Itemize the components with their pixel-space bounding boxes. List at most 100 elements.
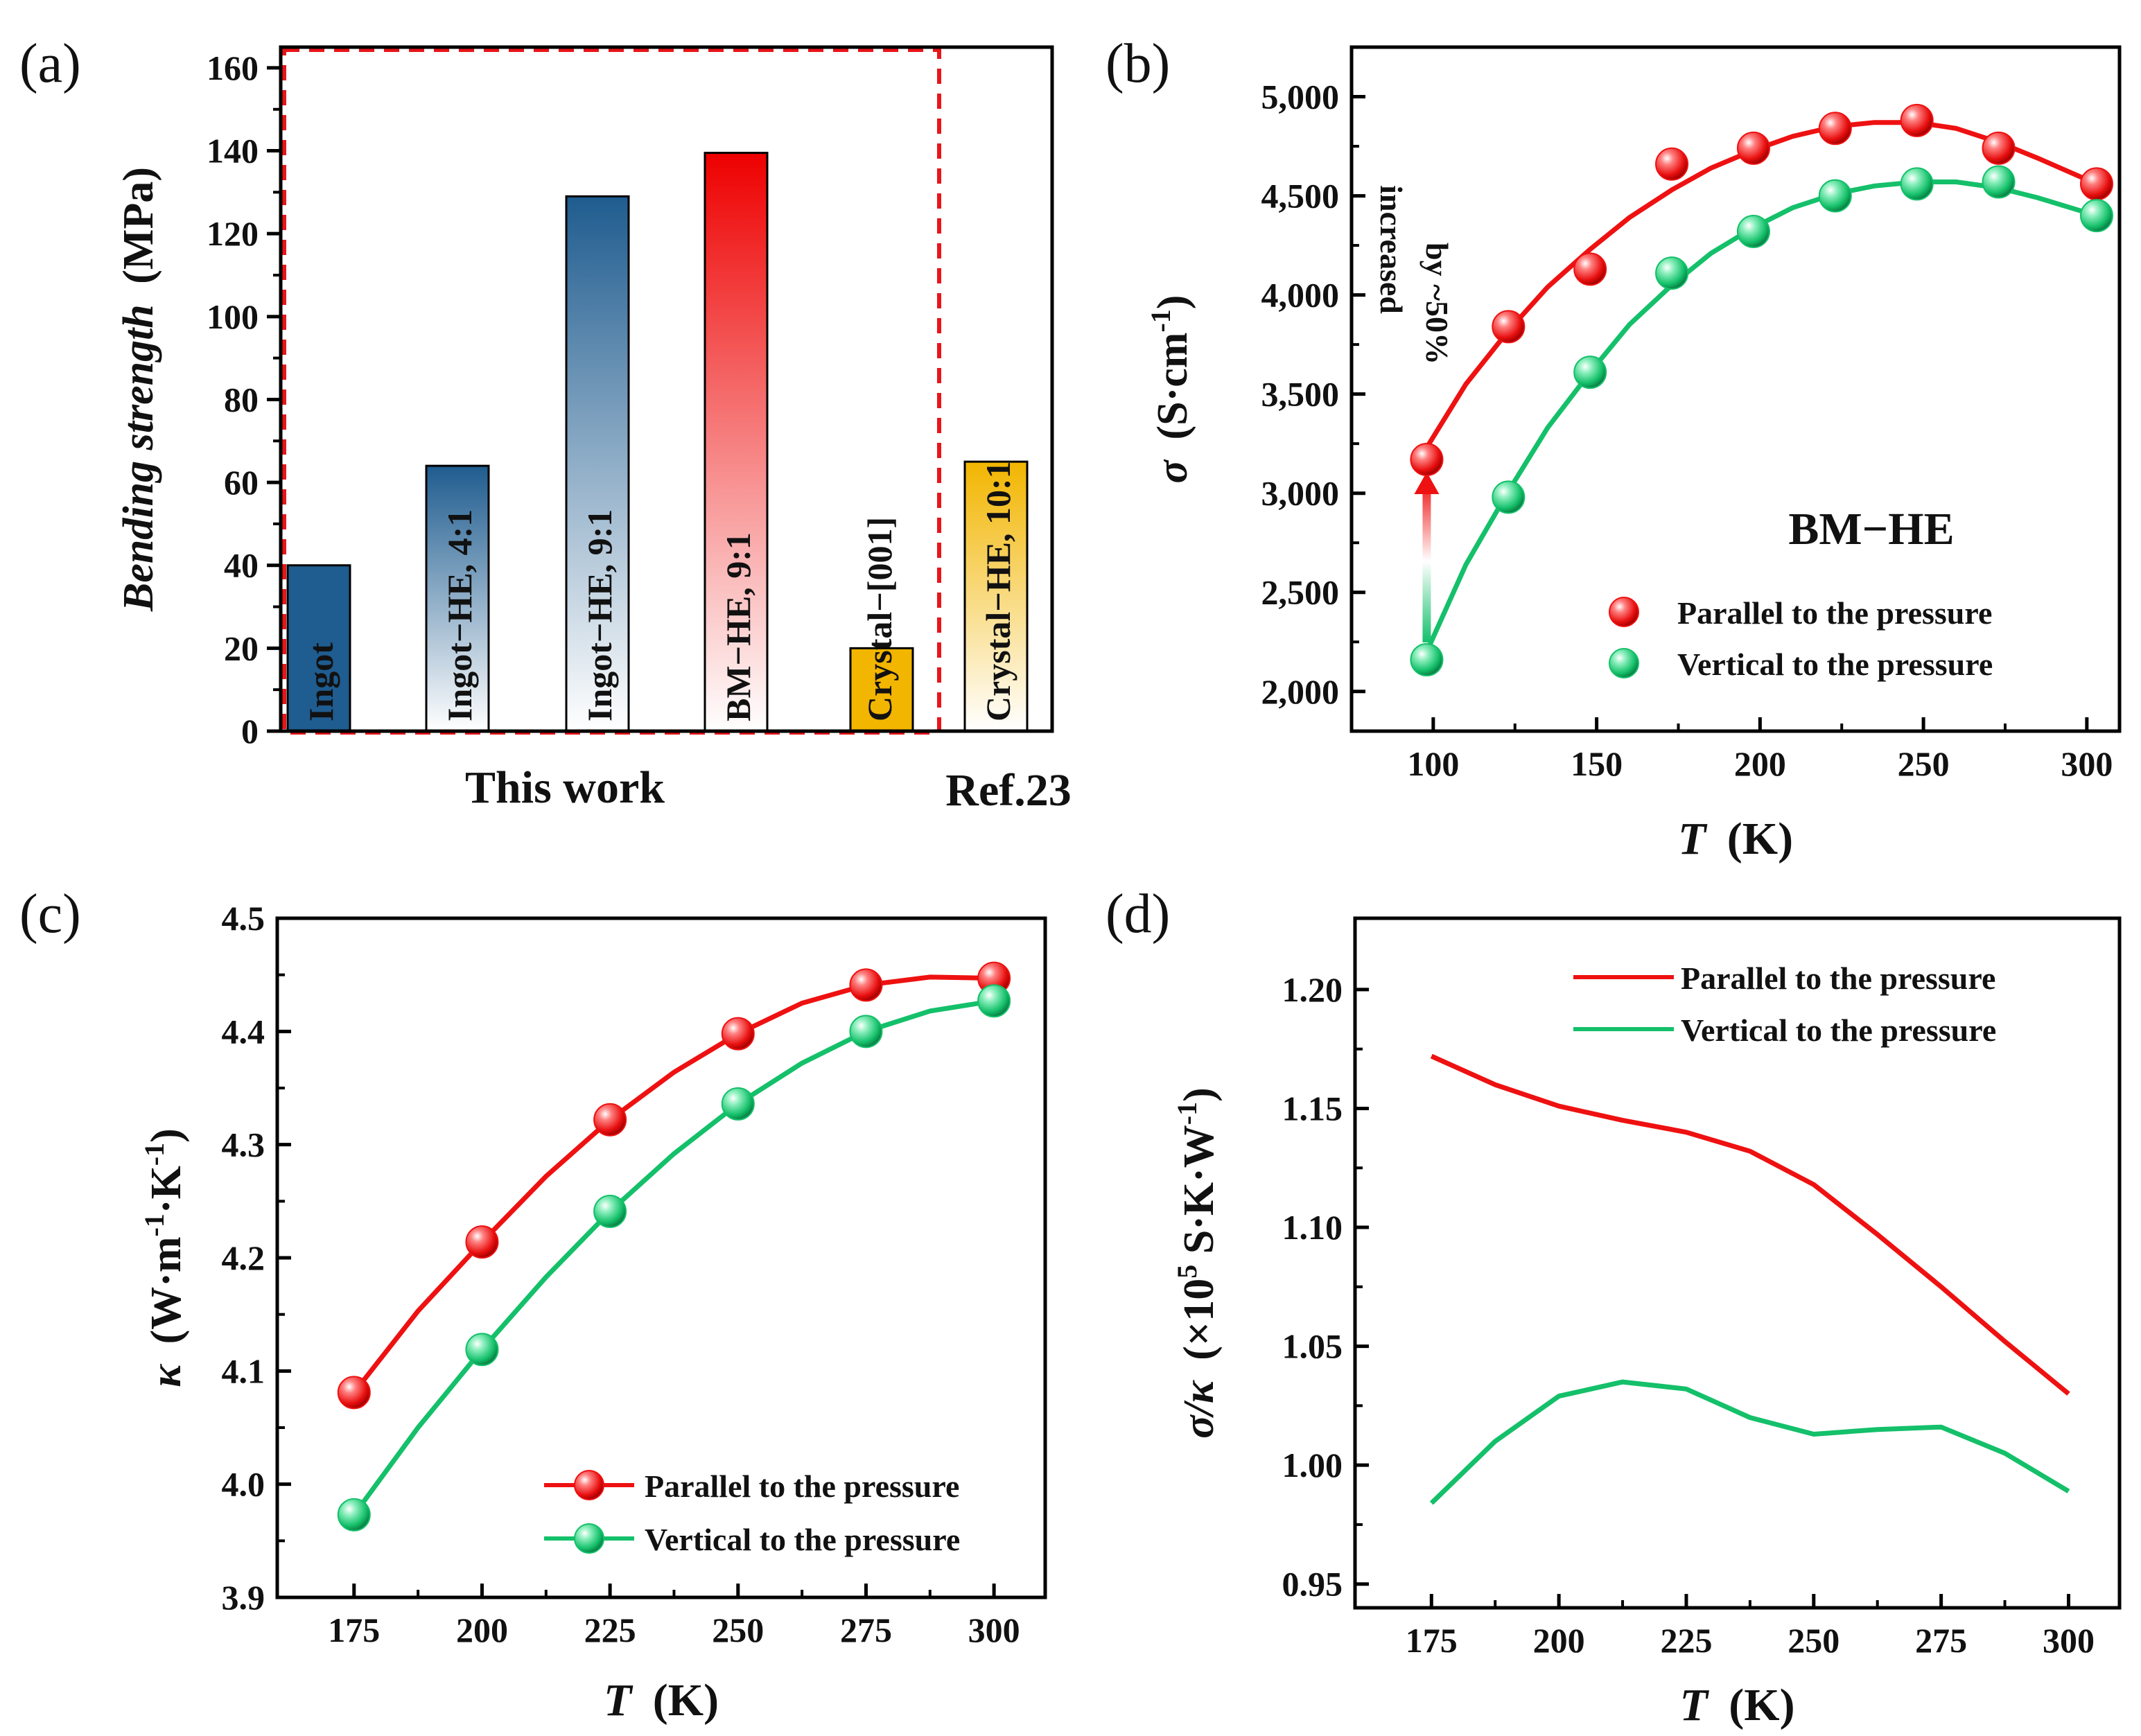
y-tick-label: 4.5	[222, 899, 265, 938]
y-tick-label: 0.95	[1282, 1565, 1343, 1604]
x-tick-label: 275	[840, 1611, 892, 1649]
data-point	[1736, 215, 1770, 249]
panel-d-xlabel-unit: (K)	[1729, 1680, 1794, 1730]
y-tick-label: 4.4	[222, 1012, 265, 1051]
fit-line	[351, 998, 995, 1516]
x-tick-label: 175	[1406, 1621, 1458, 1660]
panel-d-ratio-chart: 0.95 1.00 1.05 1.10 1.15 1.20 175 200 225 250 275 3…	[1171, 916, 2122, 1730]
data-point	[1736, 131, 1770, 165]
data-point	[465, 1225, 499, 1259]
increased-annotation: increased	[1374, 185, 1409, 314]
panel-c-y-axis-label: κ (W·m-1·K-1)	[139, 1128, 190, 1387]
data-point	[337, 1376, 371, 1410]
data-point	[1492, 480, 1526, 514]
panel-d-ticks: 0.95 1.00 1.05 1.10 1.15 1.20 175 200 225 250 275 3…	[1282, 970, 2095, 1660]
panel-b-ylabel-symbol: σ	[1149, 459, 1196, 483]
x-tick-label: 200	[1734, 744, 1786, 783]
data-point	[337, 1498, 371, 1532]
data-point	[721, 1017, 755, 1051]
bar	[704, 152, 769, 733]
panel-b-frame	[1349, 45, 2122, 733]
bar	[565, 195, 630, 733]
y-tick-label: 1.10	[1282, 1208, 1343, 1247]
panel-c-xlabel-unit: (K)	[653, 1675, 719, 1726]
y-tick-label: 1.20	[1282, 970, 1343, 1009]
y-tick-label: 4.2	[222, 1238, 265, 1277]
panel-b-markers	[1410, 103, 2113, 677]
panel-label-d: (d)	[1106, 884, 1170, 945]
y-tick-label: 60	[224, 463, 259, 502]
fit-line	[352, 974, 995, 1394]
panel-b-x-axis-label: T (K)	[1678, 814, 1793, 864]
y-tick-label: 2,500	[1261, 573, 1340, 612]
data-point	[593, 1103, 627, 1137]
panel-c-frame	[275, 916, 1047, 1599]
legend-marker-parallel	[574, 1470, 604, 1500]
panel-d-ylabel-exp1: 5	[1171, 1265, 1203, 1279]
y-tick-label: 4,000	[1261, 276, 1340, 315]
panel-b-fit-lines	[1424, 120, 2098, 654]
bar	[963, 460, 1029, 733]
increase-arrow-head	[1414, 472, 1440, 495]
panel-a-frame	[279, 45, 1054, 733]
panel-c-x-axis-label: T (K)	[604, 1675, 719, 1726]
panel-d-ylabel-close: )	[1176, 1087, 1223, 1102]
panel-b-ticks: 2,000 2,500 3,000 3,500 4,000 4,500 5,000 100 15…	[1261, 78, 2113, 783]
panel-c-ylabel-mid: ·K	[143, 1166, 190, 1213]
reference-label: Ref.23	[945, 765, 1071, 816]
panel-a-y-ticks: 0 20 40 60 80 100 120 140 160	[207, 49, 281, 751]
data-point	[2079, 167, 2113, 201]
x-tick-label: 300	[968, 1611, 1020, 1649]
panel-d-x-axis-label: T (K)	[1679, 1680, 1794, 1730]
panel-b-ylabel-unit: (S·cm	[1149, 333, 1196, 440]
data-point	[1900, 167, 1934, 201]
panel-c-ylabel-unit: (W·m	[143, 1236, 190, 1344]
panel-b-legend: Parallel to the pressure Vertical to the…	[1609, 595, 1993, 682]
panel-label-c: (c)	[19, 884, 81, 945]
x-tick-label: 200	[456, 1611, 508, 1649]
x-tick-label: 300	[2061, 744, 2113, 783]
panel-label-a: (a)	[19, 33, 81, 94]
fit-line	[1424, 179, 2098, 654]
increase-arrow-shaft	[1422, 480, 1431, 643]
legend-vertical-label: Vertical to the pressure	[645, 1522, 960, 1557]
panel-b-xlabel-unit: (K)	[1727, 814, 1793, 864]
panel-b-ylabel-exp: -1	[1145, 309, 1176, 332]
y-tick-label: 2,000	[1261, 672, 1340, 711]
data-point	[721, 1087, 755, 1121]
y-tick-label: 1.00	[1282, 1446, 1343, 1484]
x-tick-label: 250	[712, 1611, 764, 1649]
panel-a-ylabel-unit: (MPa)	[115, 167, 162, 284]
y-tick-label: 1.05	[1282, 1327, 1343, 1366]
x-tick-label: 250	[1898, 744, 1950, 783]
bar	[286, 564, 351, 733]
panel-a-ylabel-italic: Bending strength	[115, 304, 162, 612]
bar-category-label: Crystal−[001]	[860, 517, 899, 721]
data-point	[1982, 131, 2016, 165]
y-tick-label: 4.3	[222, 1125, 265, 1164]
panel-d-ylabel-exp2: -1	[1171, 1102, 1203, 1125]
legend-marker-vertical	[574, 1523, 604, 1554]
y-tick-label: 140	[207, 132, 259, 170]
x-tick-label: 225	[584, 1611, 636, 1649]
data-line	[1430, 1053, 2070, 1396]
legend-parallel-label: Parallel to the pressure	[1677, 595, 1992, 631]
x-tick-label: 200	[1533, 1621, 1585, 1660]
panel-d-lines	[1429, 1053, 2070, 1505]
panel-label-b: (b)	[1106, 33, 1170, 94]
x-tick-label: 250	[1788, 1621, 1839, 1660]
legend-parallel-label: Parallel to the pressure	[645, 1468, 959, 1504]
y-tick-label: 3.9	[222, 1578, 265, 1617]
data-point	[593, 1195, 627, 1229]
bar-category-label: Ingot	[302, 642, 340, 721]
panel-c-ylabel-close: )	[143, 1128, 190, 1143]
y-tick-label: 120	[207, 214, 259, 253]
bar-category-label: BM−HE, 9:1	[719, 532, 758, 721]
x-tick-label: 225	[1660, 1621, 1712, 1660]
panel-d-frame	[1353, 916, 2122, 1610]
panel-c-ylabel-exp1: -1	[139, 1213, 170, 1236]
x-tick-label: 150	[1571, 744, 1623, 783]
bar-category-label: Crystal−HE, 10:1	[979, 461, 1017, 721]
panel-c-xlabel-symbol: T	[604, 1675, 633, 1726]
